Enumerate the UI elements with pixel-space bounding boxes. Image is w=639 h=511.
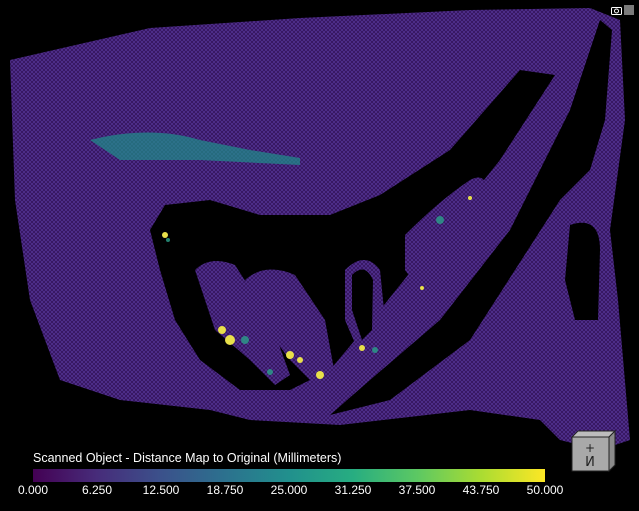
blade-4 (405, 177, 486, 290)
colorbar-tick: 6.250 (81, 483, 113, 497)
svg-text:И: И (585, 455, 595, 470)
colorbar-tick: 37.500 (398, 483, 436, 497)
colorbar (33, 469, 545, 482)
colorbar-tick: 18.750 (206, 483, 244, 497)
colorbar-title: Scanned Object - Distance Map to Origina… (33, 451, 342, 465)
colorbar-tick: 25.000 (270, 483, 308, 497)
colorbar-tick: 31.250 (334, 483, 372, 497)
colorbar-tick: 50.000 (526, 483, 564, 497)
blade-2 (245, 269, 335, 385)
square-icon[interactable] (624, 5, 634, 15)
colorbar-tick: 43.750 (462, 483, 500, 497)
hole-right (330, 20, 612, 415)
colorbar-tick: 0.000 (17, 483, 49, 497)
svg-text:+: + (585, 441, 595, 455)
colorbar-tick: 12.500 (142, 483, 180, 497)
camera-icon[interactable] (611, 6, 622, 15)
orientation-cube[interactable]: + И (566, 428, 616, 473)
blade-1 (195, 261, 290, 385)
